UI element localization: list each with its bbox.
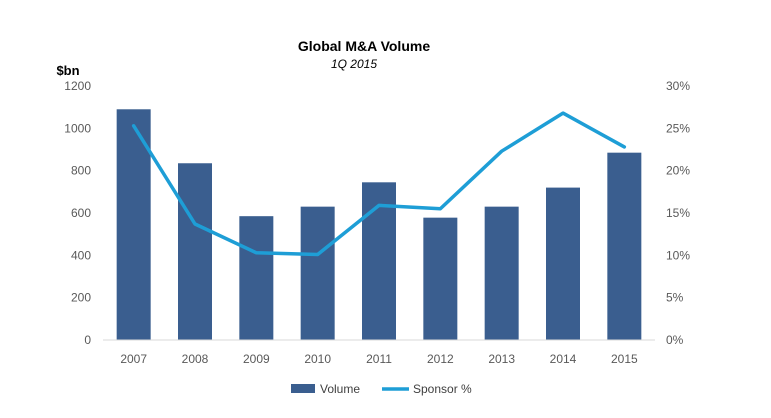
legend: Volume Sponsor % bbox=[291, 382, 472, 396]
left-tick-label: 1000 bbox=[64, 121, 91, 135]
legend-volume-swatch bbox=[291, 384, 315, 393]
volume-bar-2011 bbox=[362, 182, 396, 340]
left-tick-label: 400 bbox=[71, 248, 91, 262]
x-tick-label: 2008 bbox=[182, 352, 209, 366]
volume-bar-2015 bbox=[607, 152, 642, 340]
left-tick-label: 0 bbox=[84, 333, 91, 347]
right-axis-ticks: 0% 5% 10% 15% 20% 25% 30% bbox=[666, 79, 690, 347]
volume-bar-2007 bbox=[116, 109, 151, 341]
right-tick-label: 25% bbox=[666, 121, 690, 135]
x-tick-label: 2009 bbox=[243, 352, 270, 366]
volume-bar-2012 bbox=[423, 217, 458, 340]
sponsor-percent-line bbox=[131, 111, 627, 257]
volume-bar-2014 bbox=[546, 187, 580, 340]
x-tick-label: 2007 bbox=[120, 352, 147, 366]
sponsor-line-layer bbox=[131, 111, 627, 257]
legend-volume-label: Volume bbox=[320, 382, 360, 396]
right-tick-label: 15% bbox=[666, 206, 690, 220]
legend-sponsor-label: Sponsor % bbox=[413, 382, 472, 396]
x-tick-label: 2013 bbox=[488, 352, 515, 366]
left-axis-ticks: 0 200 400 600 800 1000 1200 bbox=[64, 79, 91, 347]
right-tick-label: 0% bbox=[666, 333, 684, 347]
right-tick-label: 20% bbox=[666, 164, 690, 178]
volume-bar-2009 bbox=[239, 216, 274, 340]
left-tick-label: 800 bbox=[71, 164, 91, 178]
x-axis-ticks: 2007 2008 2009 2010 2011 2012 2013 2014 2015 bbox=[120, 352, 638, 366]
x-tick-label: 2012 bbox=[427, 352, 454, 366]
left-tick-label: 200 bbox=[71, 291, 91, 305]
right-tick-label: 5% bbox=[666, 291, 684, 305]
x-tick-label: 2010 bbox=[304, 352, 331, 366]
right-tick-label: 10% bbox=[666, 248, 690, 262]
volume-bars bbox=[116, 109, 642, 341]
right-tick-label: 30% bbox=[666, 79, 690, 93]
volume-bar-2013 bbox=[484, 206, 519, 340]
left-tick-label: 600 bbox=[71, 206, 91, 220]
x-tick-label: 2014 bbox=[550, 352, 577, 366]
volume-bar-2010 bbox=[300, 206, 335, 340]
left-tick-label: 1200 bbox=[64, 79, 91, 93]
x-tick-label: 2015 bbox=[611, 352, 638, 366]
x-tick-label: 2011 bbox=[366, 352, 392, 366]
chart-title: Global M&A Volume bbox=[298, 38, 430, 54]
volume-bar-2008 bbox=[178, 163, 212, 340]
chart-subtitle: 1Q 2015 bbox=[331, 57, 377, 71]
y-axis-unit-label: $bn bbox=[56, 63, 79, 78]
